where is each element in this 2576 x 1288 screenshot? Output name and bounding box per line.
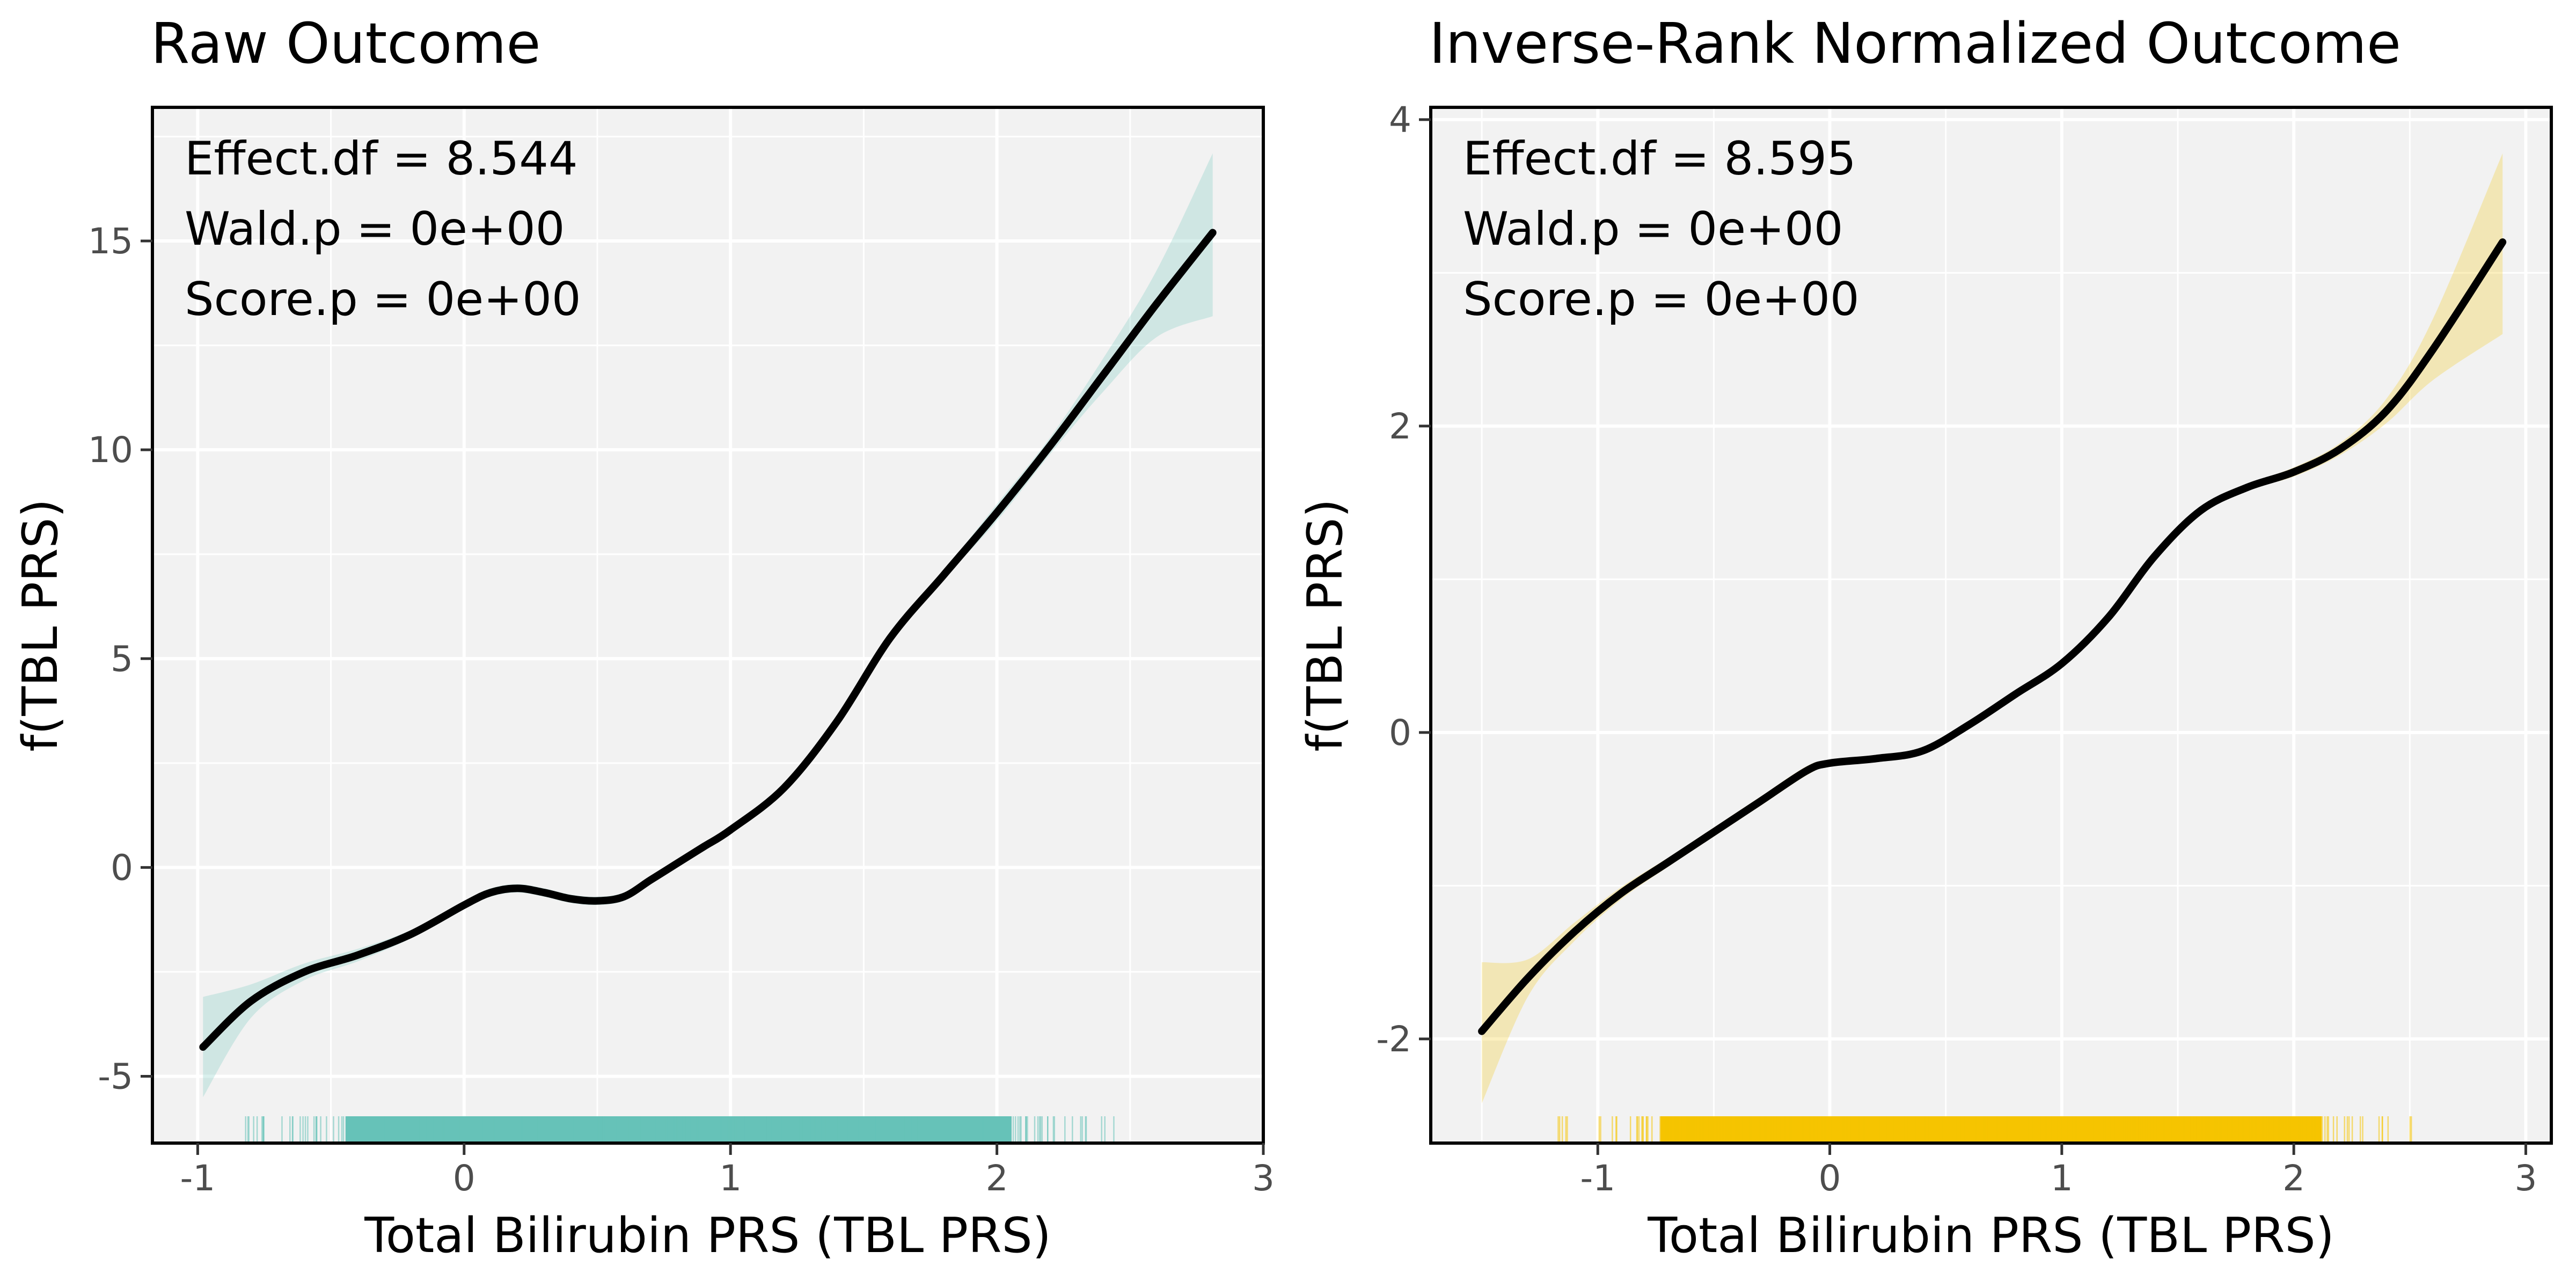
annotation-score-p: Score.p = 0e+00 [185,273,581,326]
annotation-wald-p: Wald.p = 0e+00 [1463,202,1843,256]
x-axis-label: Total Bilirubin PRS (TBL PRS) [1647,1208,2334,1264]
y-axis-ticks: -5 0 5 10 15 [88,221,152,1097]
x-tick-label: 2 [2282,1158,2305,1199]
rug-marks [1557,1116,2412,1141]
x-axis-ticks: -1 0 1 2 3 [1580,1143,2537,1199]
y-tick-label: 4 [1389,99,1411,141]
plot-border [151,106,1265,1145]
gridlines [152,107,1263,1143]
x-tick-label: 1 [719,1158,742,1199]
x-tick-label: 0 [1819,1158,1841,1199]
y-tick-label: 5 [111,638,133,679]
y-tick-label: -2 [1376,1019,1411,1060]
annotation-effect-df: Effect.df = 8.544 [185,132,578,186]
rug-marks [245,1116,1115,1141]
panel-title: Inverse-Rank Normalized Outcome [1429,11,2401,76]
annotation-effect-df: Effect.df = 8.595 [1463,132,1856,186]
x-tick-label: -1 [1580,1158,1615,1199]
y-tick-label: 15 [88,221,133,262]
y-axis-ticks: -2 0 2 4 [1376,99,1431,1060]
x-tick-label: 3 [1252,1158,1275,1199]
x-tick-label: 0 [453,1158,475,1199]
panel-inverse-rank-outcome: Inverse-Rank Normalized Outcome -1 0 1 2 3 -… [1297,11,2553,1264]
y-tick-label: 0 [1389,712,1411,753]
x-tick-label: 2 [986,1158,1008,1199]
y-axis-label: f(TBL PRS) [1297,499,1353,751]
x-tick-label: -1 [180,1158,215,1199]
x-axis-ticks: -1 0 1 2 3 [180,1143,1275,1199]
smooth-curve [1478,238,2507,1035]
smooth-curve [199,229,1217,1051]
plot-background [152,107,1263,1143]
x-tick-label: 1 [2051,1158,2073,1199]
plot-border [1429,106,2553,1145]
annotation-wald-p: Wald.p = 0e+00 [185,202,565,256]
panel-raw-outcome: Raw Outcome -1 0 1 2 3 -5 0 5 10 15 Effect.df = … [12,11,1275,1264]
plot-background [1431,107,2551,1143]
y-tick-label: 2 [1389,406,1411,447]
y-tick-label: -5 [98,1056,133,1097]
gridlines [1431,107,2551,1143]
y-tick-label: 10 [88,429,133,471]
x-tick-label: 3 [2514,1158,2537,1199]
x-axis-label: Total Bilirubin PRS (TBL PRS) [364,1208,1051,1264]
annotation-score-p: Score.p = 0e+00 [1463,273,1860,326]
y-tick-label: 0 [111,847,133,888]
y-axis-label: f(TBL PRS) [12,499,69,751]
panel-title: Raw Outcome [151,11,540,76]
